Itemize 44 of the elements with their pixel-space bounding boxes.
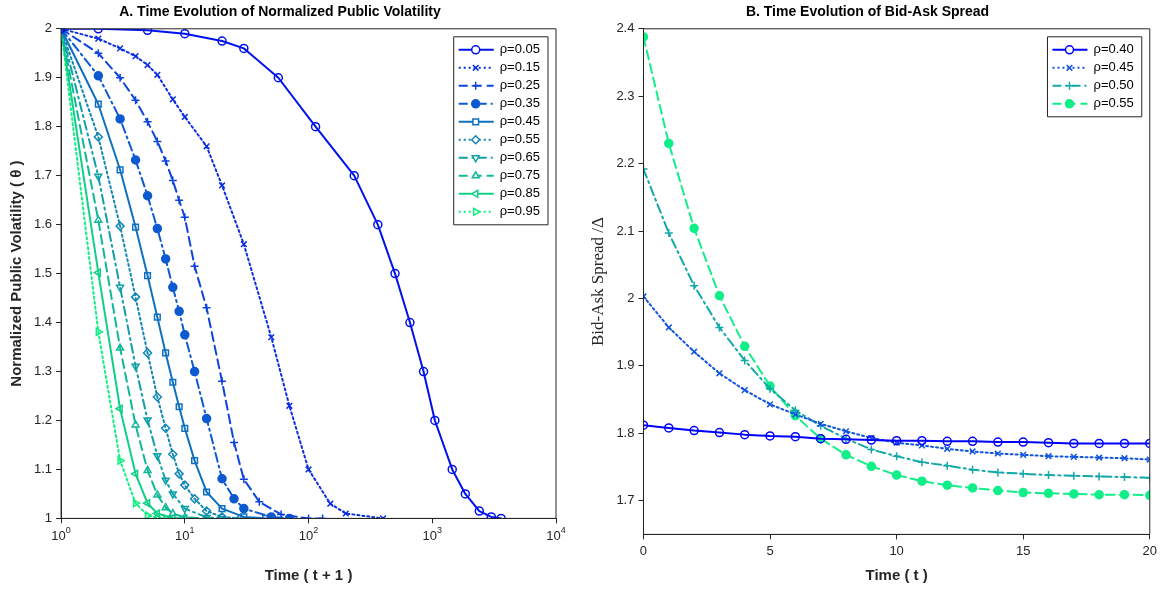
chart-title: B. Time Evolution of Bid-Ask Spread [745, 3, 990, 20]
x-tick-label: 15 [1015, 542, 1031, 558]
y-tick-label: 1.9 [33, 69, 53, 85]
y-axis-title: Bid-Ask Spread /Δ [587, 217, 607, 347]
legend-label: ρ=0.15 [499, 59, 541, 75]
x-axis-title: Time ( t ) [865, 566, 928, 584]
legend-label: ρ=0.55 [499, 131, 541, 147]
y-tick-label: 2.1 [616, 222, 635, 238]
legend-label: ρ=0.45 [499, 113, 541, 129]
legend-label: ρ=0.75 [499, 167, 541, 183]
x-tick-label: 5 [766, 542, 774, 558]
y-tick-label: 1.2 [33, 412, 53, 428]
y-tick-label: 1.4 [33, 314, 53, 330]
y-tick-label: 1.6 [33, 216, 53, 232]
y-tick-label: 2.3 [616, 87, 635, 103]
y-tick-label: 1.5 [33, 265, 53, 281]
legend-label: ρ=0.95 [499, 203, 541, 219]
legend-label: ρ=0.85 [499, 185, 541, 201]
x-axis-title: Time ( t + 1 ) [264, 566, 353, 584]
y-tick-label: 2 [44, 20, 53, 36]
y-tick-label: 2.4 [616, 20, 635, 36]
legend-label: ρ=0.55 [1093, 95, 1134, 111]
y-tick-label: 1.7 [33, 167, 53, 183]
y-tick-label: 1.1 [33, 461, 53, 477]
y-tick-label: 1.8 [616, 424, 635, 440]
y-tick-label: 1 [44, 509, 53, 525]
legend-label: ρ=0.05 [499, 41, 541, 57]
x-tick-label: 20 [1142, 542, 1157, 558]
y-tick-label: 2 [627, 290, 635, 306]
chart-title: A. Time Evolution of Normalized Public Volatility [119, 3, 441, 20]
legend-label: ρ=0.25 [499, 77, 541, 93]
legend-label: ρ=0.65 [499, 149, 541, 165]
y-tick-label: 1.8 [33, 118, 53, 134]
y-axis-title: Normalized Public Volatility ( θ ) [7, 160, 25, 387]
legend-label: ρ=0.50 [1093, 77, 1134, 93]
y-tick-label: 1.7 [616, 492, 635, 508]
legend-label: ρ=0.35 [499, 95, 541, 111]
x-tick-label: 0 [639, 542, 648, 558]
y-tick-label: 2.2 [616, 155, 635, 171]
legend-label: ρ=0.40 [1093, 41, 1134, 57]
y-tick-label: 1.9 [616, 357, 635, 373]
x-tick-label: 10 [889, 542, 904, 558]
legend-label: ρ=0.45 [1093, 59, 1134, 75]
y-tick-label: 1.3 [33, 363, 53, 379]
